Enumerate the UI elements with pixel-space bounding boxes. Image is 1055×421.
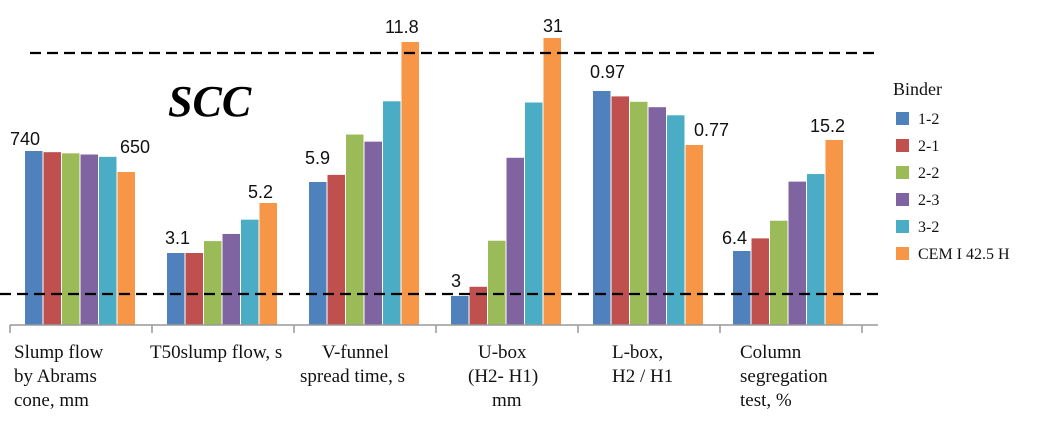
bar-3-2-group-5 <box>807 174 825 325</box>
bar-cem-i-42-5-h-group-1 <box>259 203 277 325</box>
bar-1-2-group-0 <box>25 151 43 325</box>
bar-3-2-group-2 <box>383 101 401 325</box>
category-label-t50: T50slump flow, s <box>150 342 282 363</box>
chart-title: SCC <box>168 77 252 126</box>
category-label-slump-flow: Slump flow by Abrams cone, mm <box>14 342 108 411</box>
legend-swatch <box>896 247 909 260</box>
bar-3-2-group-4 <box>667 115 685 325</box>
bar-2-1-group-1 <box>185 253 203 325</box>
legend-swatch <box>896 139 909 152</box>
category-label-line: V-funnel <box>322 342 389 363</box>
category-label-line: Slump flow <box>14 342 103 363</box>
data-label: 3.1 <box>165 228 190 248</box>
legend-label: 3-2 <box>918 219 939 236</box>
legend-swatch <box>896 112 909 125</box>
bar-2-2-group-5 <box>770 220 788 325</box>
bar-cem-i-42-5-h-group-0 <box>117 172 135 325</box>
bar-2-3-group-5 <box>788 181 806 325</box>
category-label-l-box: L-box, H2 / H1 <box>612 342 673 387</box>
category-label-line: segregation <box>740 366 828 387</box>
bar-2-3-group-3 <box>506 157 524 325</box>
category-label-column-segregation: Column segregation test, % <box>740 342 832 411</box>
bar-cem-i-42-5-h-group-2 <box>401 42 419 325</box>
category-label-line: spread time, s <box>300 366 405 387</box>
data-label: 0.97 <box>590 62 625 82</box>
category-label-v-funnel: V-funnel spread time, s <box>300 342 405 387</box>
legend-label: 2-2 <box>918 165 939 182</box>
legend-label: CEM I 42.5 H <box>918 246 1010 263</box>
bar-cem-i-42-5-h-group-4 <box>685 145 703 325</box>
bar-3-2-group-1 <box>241 219 259 325</box>
bar-1-2-group-5 <box>733 251 751 325</box>
bar-2-2-group-0 <box>62 153 80 325</box>
category-label-line: test, % <box>740 390 792 411</box>
bar-2-2-group-3 <box>488 240 506 325</box>
legend-label: 2-1 <box>918 138 939 155</box>
category-label-line: Column <box>740 342 802 363</box>
bar-2-3-group-1 <box>222 233 240 325</box>
data-label: 650 <box>120 137 150 157</box>
bar-1-2-group-1 <box>167 253 185 325</box>
bars-layer <box>25 38 843 326</box>
legend-swatch <box>896 193 909 206</box>
data-label: 15.2 <box>810 116 845 136</box>
category-label-line: cone, mm <box>14 390 89 411</box>
bar-2-3-group-0 <box>80 154 98 325</box>
category-labels: Slump flow by Abrams cone, mm T50slump f… <box>14 342 832 411</box>
bar-2-1-group-0 <box>43 152 61 325</box>
bar-1-2-group-4 <box>593 91 611 325</box>
bar-3-2-group-3 <box>525 102 543 325</box>
data-label: 5.9 <box>305 148 330 168</box>
category-label-line: mm <box>492 390 522 411</box>
bar-cem-i-42-5-h-group-5 <box>825 140 843 325</box>
bar-cem-i-42-5-h-group-3 <box>543 38 561 325</box>
bar-3-2-group-0 <box>99 156 117 325</box>
legend-label: 1-2 <box>918 111 939 128</box>
data-label: 740 <box>10 129 40 149</box>
category-label-line: L-box, <box>612 342 663 363</box>
data-labels: 740 650 3.1 5.2 5.9 11.8 3 31 0.97 0.77 … <box>10 16 845 291</box>
data-label: 11.8 <box>385 17 419 37</box>
data-label: 0.77 <box>694 120 729 140</box>
data-label: 31 <box>543 16 563 36</box>
legend-label: 2-3 <box>918 192 939 209</box>
legend: Binder 1-2 2-1 2-2 2-3 3-2 CEM I 42.5 H <box>893 79 1010 263</box>
x-axis-ticks <box>9 325 863 333</box>
legend-title: Binder <box>893 79 942 99</box>
bar-2-1-group-4 <box>611 96 629 326</box>
legend-swatch <box>896 166 909 179</box>
category-label-line: by Abrams <box>14 366 97 387</box>
data-label: 5.2 <box>248 182 273 202</box>
bar-2-3-group-2 <box>364 141 382 325</box>
category-label-u-box: U-box (H2- H1) mm <box>468 342 543 411</box>
category-label-line: H2 / H1 <box>612 366 673 387</box>
bar-2-2-group-4 <box>630 101 648 325</box>
bar-1-2-group-2 <box>309 182 327 325</box>
bar-2-2-group-2 <box>346 134 364 325</box>
legend-swatch <box>896 220 909 233</box>
bar-2-3-group-4 <box>648 107 666 325</box>
bar-1-2-group-3 <box>451 296 469 325</box>
bar-2-2-group-1 <box>204 241 222 325</box>
bar-2-1-group-5 <box>751 238 769 325</box>
category-label-line: (H2- H1) <box>468 366 538 387</box>
data-label: 3 <box>451 271 461 291</box>
category-label-line: U-box <box>478 342 527 363</box>
bar-2-1-group-2 <box>327 174 345 325</box>
data-label: 6.4 <box>722 228 747 248</box>
bar-2-1-group-3 <box>469 286 487 325</box>
